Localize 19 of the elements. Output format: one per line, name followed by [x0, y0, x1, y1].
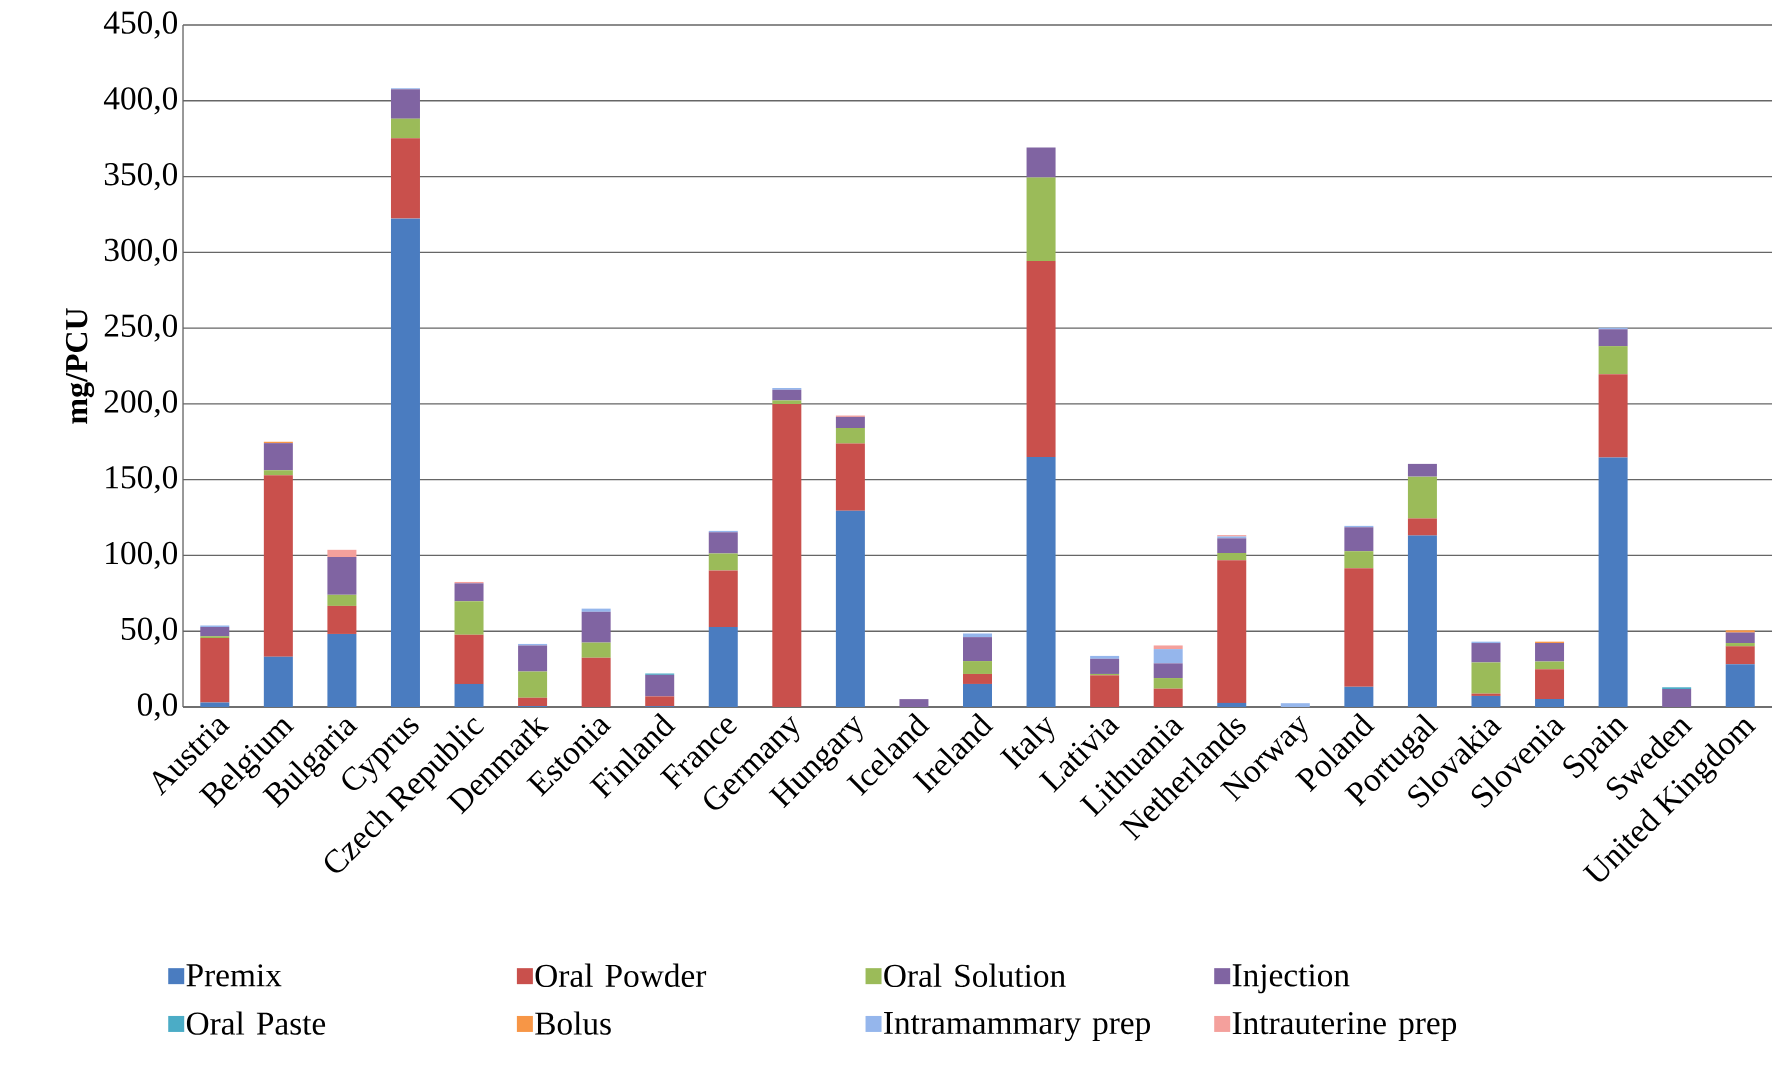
y-tick-label: 350,0 — [104, 162, 178, 191]
legend-label: Injection — [1232, 964, 1350, 994]
y-tick-label: 400,0 — [103, 87, 178, 115]
y-tick-label: 150,0 — [106, 466, 178, 494]
legend-label: Intramammary prep — [884, 1012, 1150, 1042]
y-tick-label: 0,0 — [137, 693, 178, 721]
y-tick-label: 200,0 — [104, 390, 178, 418]
legend-label: Bolus — [535, 1011, 611, 1035]
y-tick-label: 100,0 — [106, 541, 178, 570]
legend-label: Intrauterine prep — [1232, 1011, 1457, 1042]
legend-label: Premix — [186, 964, 282, 987]
y-tick-label: 300,0 — [104, 238, 178, 266]
legend-label: Oral Powder — [535, 963, 707, 988]
y-tick-label: 50,0 — [121, 617, 178, 645]
y-tick-label: 250,0 — [104, 314, 178, 342]
y-tick-label: 450,0 — [103, 11, 178, 39]
y-axis-title: mg/PCU — [65, 308, 95, 424]
legend-label: Oral Solution — [884, 963, 1066, 988]
legend-label: Oral Paste — [186, 1011, 326, 1035]
